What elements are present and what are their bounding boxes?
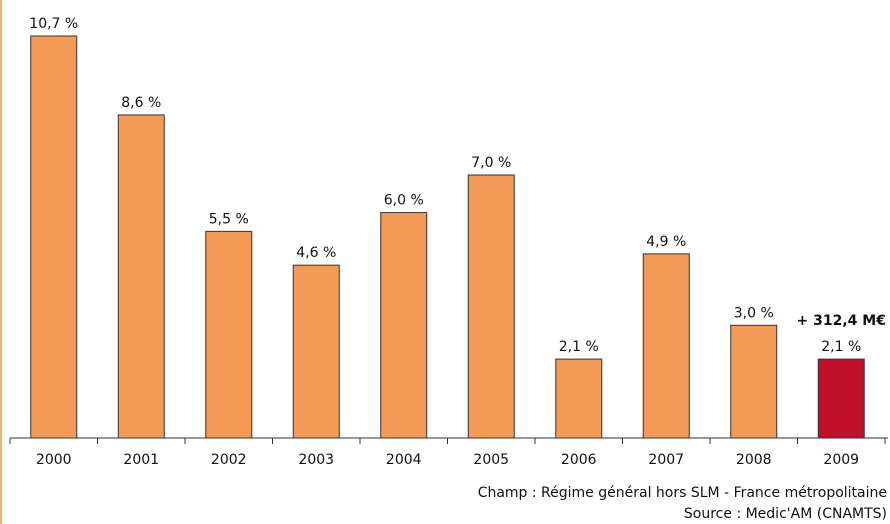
left-border [0,0,2,524]
bar [292,264,340,439]
bar [380,212,428,439]
x-tick-label: 2001 [123,452,159,468]
x-tick-label: 2003 [298,452,334,468]
value-label: 5,5 % [209,211,249,227]
value-label: 10,7 % [29,16,78,32]
bar [730,324,778,439]
value-label: 2,1 % [821,339,861,355]
value-label: 2,1 % [559,339,599,355]
x-tick-label: 2004 [386,452,422,468]
value-label: 4,6 % [296,245,336,261]
value-label: 4,9 % [646,234,686,250]
x-tick-label: 2007 [648,452,684,468]
bar [555,358,603,439]
x-tick-label: 2000 [36,452,72,468]
x-tick-label: 2009 [823,452,859,468]
bar [642,253,690,439]
bar [467,174,515,439]
bar [117,114,165,439]
annotation: + 312,4 M€ [797,313,886,329]
value-label: 7,0 % [471,155,511,171]
value-label: 3,0 % [734,305,774,321]
x-tick-label: 2006 [561,452,597,468]
note: Source : Medic'AM (CNAMTS) [684,506,887,522]
note: Champ : Régime général hors SLM - France… [478,485,887,501]
value-label: 8,6 % [121,95,161,111]
bar [30,35,78,439]
bar [817,358,865,439]
x-tick-label: 2008 [736,452,772,468]
value-label: 6,0 % [384,193,424,209]
x-tick-label: 2002 [211,452,247,468]
x-tick-label: 2005 [473,452,509,468]
bar [205,230,253,439]
